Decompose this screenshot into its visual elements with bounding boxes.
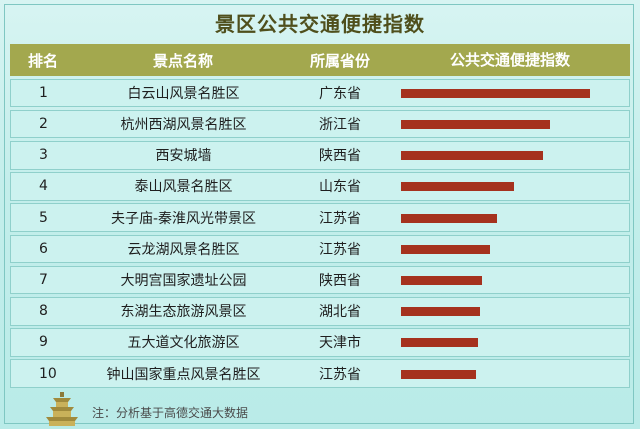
scenic-name-cell: 泰山风景名胜区	[134, 179, 233, 196]
index-cell	[390, 142, 629, 169]
province-cell: 江苏省	[318, 366, 361, 383]
rank-cell: 8	[39, 303, 48, 320]
province-cell: 陕西省	[318, 273, 361, 290]
index-cell	[390, 360, 629, 387]
footnote: 注：分析基于高德交通大数据	[92, 406, 249, 420]
index-bar	[400, 244, 490, 254]
index-cell	[390, 298, 629, 325]
province-cell: 陕西省	[318, 148, 361, 165]
index-bar	[400, 338, 479, 348]
scenic-name-cell: 白云山风景名胜区	[127, 85, 240, 102]
rank-cell: 6	[39, 240, 48, 257]
rank-cell: 3	[39, 147, 48, 164]
index-bar	[400, 120, 551, 130]
index-cell	[390, 111, 629, 138]
scenic-name-cell: 东湖生态旅游风景区	[120, 304, 247, 321]
table-row: 1 白云山风景名胜区 广东省	[10, 78, 630, 108]
index-bar	[400, 276, 483, 286]
header-province: 所属省份	[309, 51, 370, 70]
ranking-table: 排名 景点名称 所属省份 公共交通便捷指数 1 白云山风景名胜区 广东省 2 杭州西湖风…	[10, 44, 630, 388]
table-row: 7 大明宫国家遗址公园 陕西省	[10, 265, 630, 295]
index-cell	[390, 80, 629, 107]
province-cell: 江苏省	[318, 210, 361, 227]
province-cell: 广东省	[318, 85, 361, 102]
rank-cell: 10	[39, 365, 57, 382]
chart-frame	[4, 4, 634, 424]
province-cell: 浙江省	[318, 117, 361, 134]
table-row: 4 泰山风景名胜区 山东省	[10, 172, 630, 201]
index-cell	[390, 267, 629, 294]
rank-cell: 7	[39, 272, 48, 289]
province-cell: 天津市	[318, 335, 361, 352]
table-body: 1 白云山风景名胜区 广东省 2 杭州西湖风景名胜区 浙江省 3 西安城墙 陕西省 4 泰山风景名胜…	[10, 78, 630, 388]
table-header: 排名 景点名称 所属省份 公共交通便捷指数	[10, 44, 630, 76]
rank-cell: 9	[39, 334, 48, 351]
index-bar	[400, 369, 477, 379]
table-row: 9 五大道文化旅游区 天津市	[10, 328, 630, 357]
index-bar	[400, 307, 481, 317]
index-bar	[400, 213, 498, 223]
scenic-name-cell: 云龙湖风景名胜区	[127, 241, 240, 258]
scenic-name-cell: 钟山国家重点风景名胜区	[106, 366, 261, 383]
scenic-name-cell: 大明宫国家遗址公园	[120, 273, 247, 290]
index-cell	[390, 204, 629, 231]
scenic-name-cell: 五大道文化旅游区	[127, 335, 240, 352]
header-name: 景点名称	[152, 51, 213, 70]
scenic-name-cell: 夫子庙-秦淮风光带景区	[110, 210, 257, 227]
table-row: 2 杭州西湖风景名胜区 浙江省	[10, 109, 630, 139]
table-row: 5 夫子庙-秦淮风光带景区 江苏省	[10, 203, 630, 232]
index-cell	[390, 173, 629, 200]
table-row: 3 西安城墙 陕西省	[10, 140, 630, 170]
rank-cell: 5	[39, 209, 48, 226]
index-bar	[400, 88, 590, 98]
index-bar	[400, 182, 515, 192]
index-cell	[390, 236, 629, 263]
province-cell: 湖北省	[318, 304, 361, 321]
province-cell: 江苏省	[318, 241, 361, 258]
rank-cell: 1	[39, 84, 48, 101]
scenic-name-cell: 西安城墙	[155, 148, 212, 165]
chart-title: 景区公共交通便捷指数	[215, 12, 425, 36]
header-rank: 排名	[27, 51, 58, 70]
table-row: 6 云龙湖风景名胜区 江苏省	[10, 234, 630, 264]
index-bar	[400, 151, 543, 161]
index-cell	[390, 329, 629, 356]
rank-cell: 4	[39, 178, 48, 195]
scenic-name-cell: 杭州西湖风景名胜区	[120, 117, 247, 134]
table-row: 8 东湖生态旅游风景区 湖北省	[10, 296, 630, 326]
rank-cell: 2	[39, 116, 48, 133]
header-index: 公共交通便捷指数	[449, 51, 570, 69]
pagoda-icon	[46, 392, 78, 426]
table-row: 10 钟山国家重点风景名胜区 江苏省	[10, 359, 630, 388]
province-cell: 山东省	[318, 179, 361, 196]
